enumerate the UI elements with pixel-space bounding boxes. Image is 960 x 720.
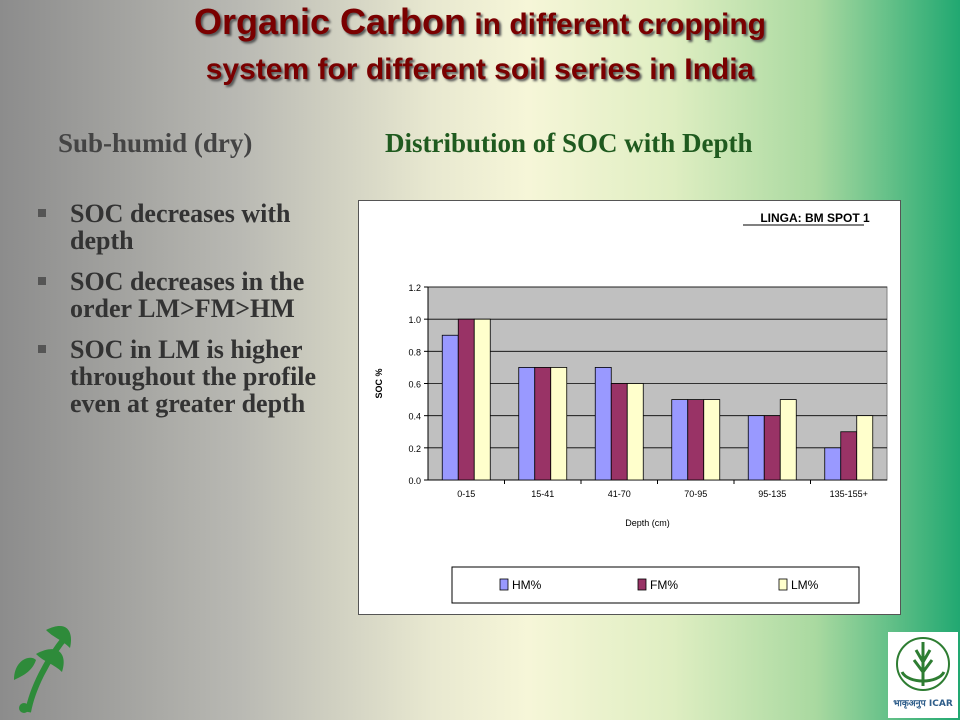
y-tick-label: 1.0 — [408, 315, 421, 325]
y-tick-label: 1.2 — [408, 283, 421, 293]
bar-fm — [610, 383, 628, 481]
x-tick-label: 95-135 — [758, 489, 786, 499]
bullet-item: SOC in LM is higher throughout the profi… — [36, 336, 336, 417]
subheading-climate: Sub-humid (dry) — [58, 128, 253, 158]
legend-box — [451, 566, 860, 604]
legend-label: HM% — [512, 578, 542, 592]
bar-hm — [747, 415, 765, 481]
x-tick-label: 41-70 — [608, 489, 631, 499]
y-axis-label: SOC % — [374, 368, 384, 398]
x-tick-label: 70-95 — [684, 489, 707, 499]
bar-lm — [626, 383, 644, 481]
x-tick-label: 135-155+ — [830, 489, 868, 499]
bar-hm — [441, 334, 459, 481]
legend-swatch-fm — [637, 578, 647, 591]
title-rest: in different cropping — [466, 8, 767, 41]
y-tick-label: 0.8 — [408, 347, 421, 357]
bullet-list: SOC decreases with depth SOC decreases i… — [36, 200, 336, 431]
y-tick-label: 0.4 — [408, 412, 421, 422]
bar-fm — [687, 399, 705, 481]
bar-lm — [473, 318, 491, 481]
slide-title: Organic Carbon in different cropping sys… — [0, 2, 960, 90]
bar-lm — [779, 399, 797, 481]
title-line-2: system for different soil series in Indi… — [205, 53, 755, 86]
title-highlight: Organic Carbon — [193, 1, 467, 42]
bar-lm — [703, 399, 721, 481]
legend-label: LM% — [791, 578, 819, 592]
y-tick-label: 0.2 — [408, 444, 421, 454]
icar-logo-text: भाकृअनुप ICAR — [893, 699, 953, 709]
bar-lm — [856, 415, 874, 481]
chart-title: LINGA: BM SPOT 1 — [760, 211, 870, 225]
x-tick-label: 15-41 — [531, 489, 554, 499]
bullet-item: SOC decreases in the order LM>FM>HM — [36, 268, 336, 322]
icar-logo: भाकृअनुप ICAR — [888, 632, 958, 718]
legend-label: FM% — [650, 578, 678, 592]
soc-depth-chart: LINGA: BM SPOT 1 0.0 0.2 0.4 0.6 0.8 1.0 1.2 0-1… — [374, 211, 888, 604]
bar-hm — [518, 367, 536, 481]
x-tick-label: 0-15 — [457, 489, 475, 499]
bar-fm — [534, 367, 552, 481]
x-axis-label: Depth (cm) — [625, 518, 670, 528]
bar-hm — [594, 367, 612, 481]
chart-frame: LINGA: BM SPOT 1 0.0 0.2 0.4 0.6 0.8 1.0 1.2 0-1… — [358, 200, 901, 615]
bar-hm — [824, 447, 842, 481]
icar-emblem-icon — [896, 637, 950, 691]
bar-lm — [550, 367, 568, 481]
y-tick-label: 0.0 — [408, 476, 421, 486]
bar-fm — [763, 415, 781, 481]
bar-fm — [840, 431, 858, 481]
subheading-chart: Distribution of SOC with Depth — [385, 128, 753, 158]
legend-swatch-lm — [778, 578, 788, 591]
bar-hm — [671, 399, 689, 481]
bullet-item: SOC decreases with depth — [36, 200, 336, 254]
y-tick-label: 0.6 — [408, 380, 421, 390]
bar-fm — [457, 318, 475, 481]
legend-swatch-hm — [499, 578, 509, 591]
wheat-logo-icon — [14, 626, 71, 713]
